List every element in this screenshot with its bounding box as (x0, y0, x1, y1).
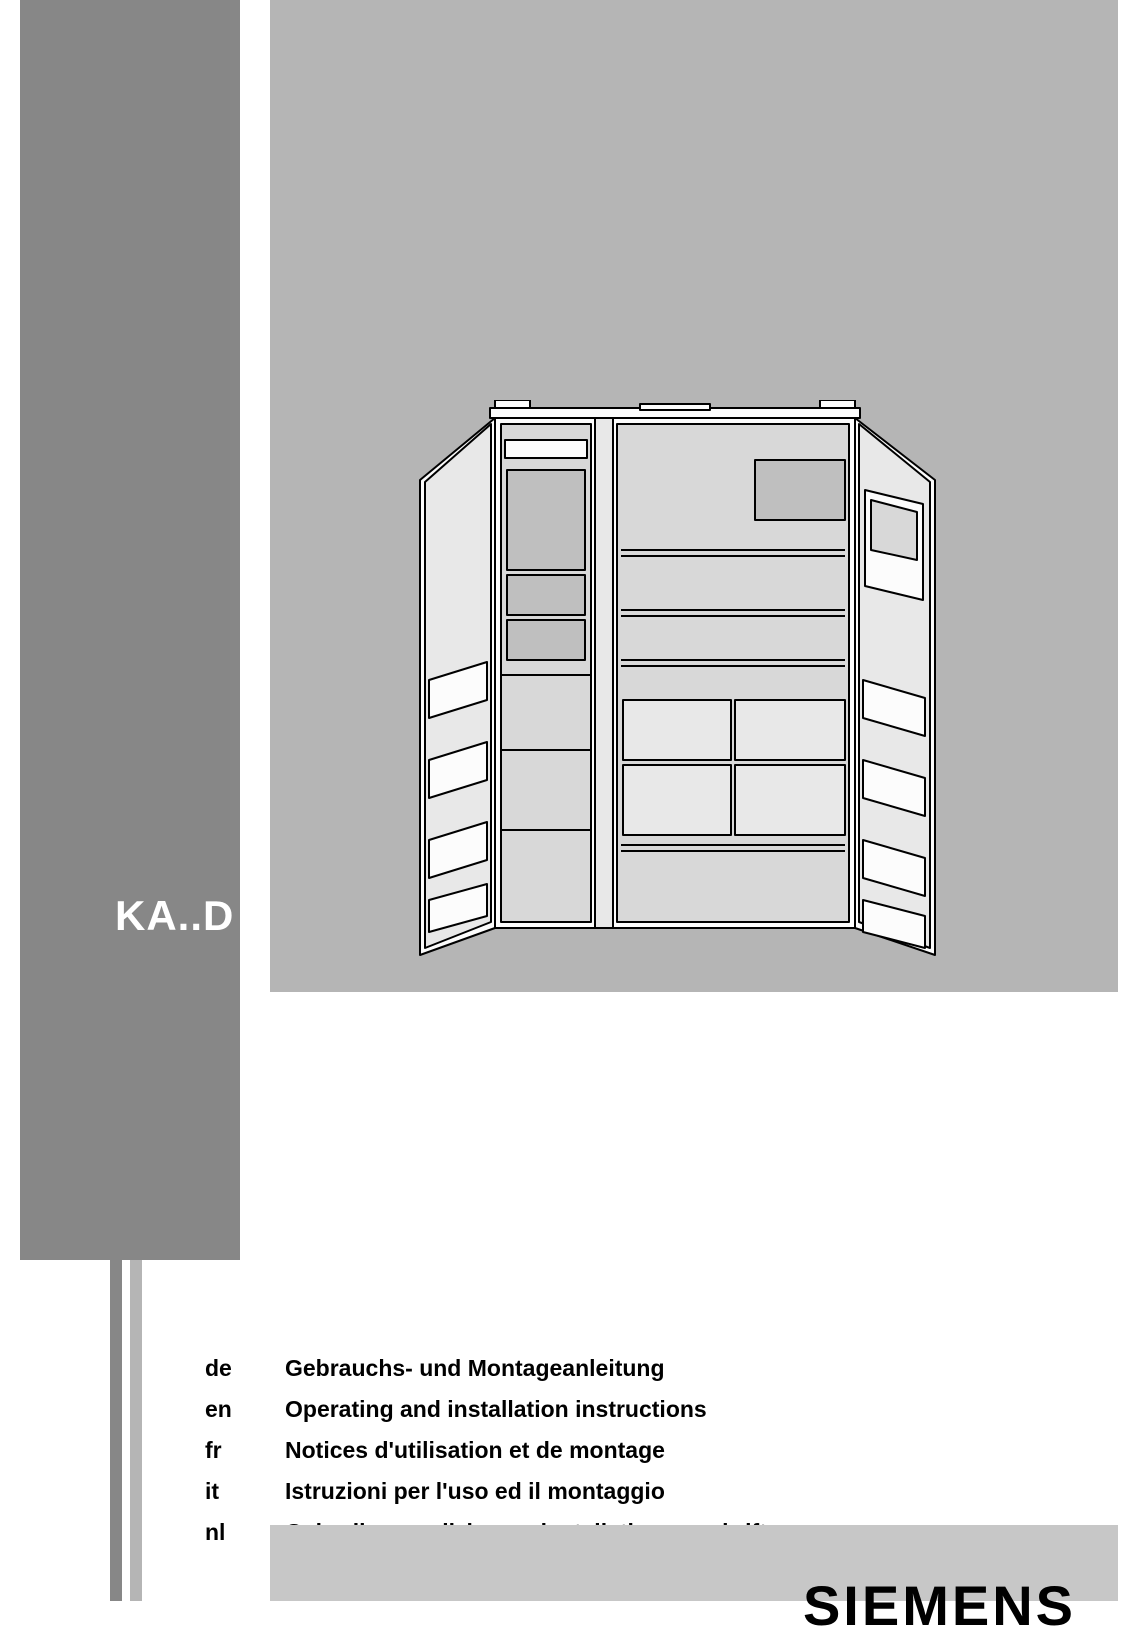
lang-desc: Gebrauchs- und Montageanleitung (285, 1355, 665, 1382)
lang-desc: Operating and installation instructions (285, 1396, 707, 1423)
accent-bar-light (130, 1260, 142, 1601)
manual-cover-page: KA..D (0, 0, 1138, 1601)
lang-code: de (205, 1355, 285, 1382)
sidebar-dark (20, 0, 240, 1260)
lang-row: fr Notices d'utilisation et de montage (205, 1437, 767, 1464)
lang-row: en Operating and installation instructio… (205, 1396, 767, 1423)
model-code: KA..D (115, 892, 234, 940)
accent-bar-dark (110, 1260, 122, 1601)
lang-row: de Gebrauchs- und Montageanleitung (205, 1355, 767, 1382)
lang-code: it (205, 1478, 285, 1505)
refrigerator-diagram (395, 400, 955, 960)
lang-row: it Istruzioni per l'uso ed il montaggio (205, 1478, 767, 1505)
lang-code: en (205, 1396, 285, 1423)
lang-code: fr (205, 1437, 285, 1464)
lang-desc: Istruzioni per l'uso ed il montaggio (285, 1478, 665, 1505)
brand-logo: SIEMENS (803, 1573, 1076, 1638)
lang-desc: Notices d'utilisation et de montage (285, 1437, 665, 1464)
